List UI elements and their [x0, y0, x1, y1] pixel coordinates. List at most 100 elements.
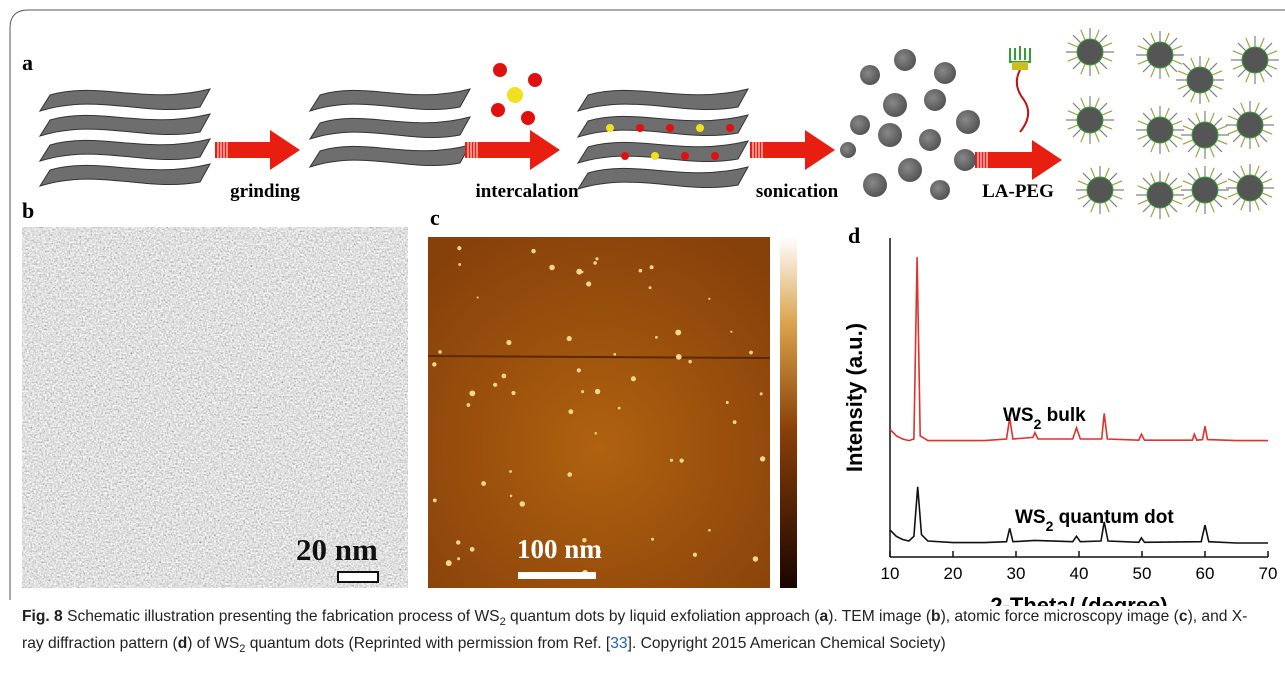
arrow — [465, 130, 560, 170]
intercalant — [621, 152, 629, 160]
afm-particle — [531, 249, 535, 253]
afm-particle — [733, 420, 737, 424]
sheet — [578, 141, 748, 163]
step-label: LA-PEG — [982, 181, 1054, 202]
peg-chain — [1017, 70, 1028, 132]
sheet — [310, 117, 470, 139]
coated-dot — [1237, 112, 1263, 138]
quantum-dot — [956, 110, 980, 134]
coated-dot — [1147, 42, 1173, 68]
caption-run: c — [1179, 608, 1188, 625]
caption-run: b — [931, 608, 941, 625]
arrow — [215, 130, 300, 170]
afm-particle — [726, 401, 729, 404]
afm-particle — [567, 336, 572, 341]
x-tick-label: 50 — [1133, 564, 1152, 583]
afm-particle — [595, 389, 600, 394]
afm-particle — [446, 560, 452, 566]
caption-run: Fig. 8 — [22, 608, 63, 625]
afm-particle — [670, 459, 673, 462]
panel-a: grindingintercalationsonicationLA-PEG — [40, 28, 1279, 219]
afm-particle — [753, 556, 758, 561]
coated-dot — [1187, 67, 1213, 93]
afm-particle — [433, 499, 437, 503]
sheet — [578, 115, 748, 137]
scale-bar — [338, 572, 378, 582]
arrow — [750, 130, 835, 170]
step-label: intercalation — [475, 181, 579, 202]
afm-particle — [506, 340, 511, 345]
afm-particle — [576, 269, 582, 275]
curve-label-part: quantum dot — [1053, 507, 1174, 528]
x-tick-label: 70 — [1259, 564, 1278, 583]
quantum-dot — [840, 142, 856, 158]
afm-particle — [457, 246, 461, 250]
afm-particle — [470, 547, 475, 552]
afm-particle — [708, 529, 711, 532]
molecule-arm — [521, 111, 535, 125]
afm-particle — [730, 331, 732, 333]
caption-run: Schematic illustration presenting the fa… — [63, 608, 500, 625]
molecule-arm — [491, 103, 505, 117]
x-tick-label: 30 — [1007, 564, 1026, 583]
quantum-dot — [863, 173, 887, 197]
sheet — [578, 167, 748, 189]
intercalant — [681, 152, 689, 160]
afm-particle — [631, 376, 636, 381]
color-bar — [780, 237, 797, 588]
panel-label: d — [848, 223, 860, 248]
page: grindingintercalationsonicationLA-PEG a … — [0, 0, 1285, 689]
afm-particle — [650, 265, 654, 269]
coated-dot — [1192, 177, 1218, 203]
sheet — [40, 164, 210, 186]
molecule-core — [507, 87, 523, 103]
caption-run: ), atomic force microscopy image ( — [941, 608, 1179, 625]
quantum-dot — [934, 62, 956, 84]
quantum-dot — [883, 93, 907, 117]
quantum-dot — [930, 180, 950, 200]
afm-particle — [493, 383, 497, 387]
figure-caption: Fig. 8 Schematic illustration presenting… — [22, 606, 1252, 660]
coated-dot — [1147, 117, 1173, 143]
afm-particle — [688, 360, 691, 363]
peg-head — [1010, 46, 1030, 62]
afm-particle — [458, 263, 461, 266]
afm-particle — [618, 407, 621, 410]
coated-dot — [1077, 107, 1103, 133]
x-axis-label: 2-Theta/ (degree) — [990, 593, 1167, 606]
intercalant — [666, 124, 674, 132]
curve-label: WS2 quantum dot — [1015, 507, 1174, 534]
afm-particle — [501, 374, 506, 379]
afm-particle — [438, 350, 441, 353]
coated-dot — [1237, 175, 1263, 201]
curve-label-part: 2 — [1046, 518, 1054, 534]
afm-particle — [581, 390, 584, 393]
caption-run[interactable]: 33 — [610, 635, 627, 652]
scale-bar-label: 100 nm — [517, 534, 602, 564]
afm-particle — [593, 261, 596, 264]
sheet — [310, 89, 470, 111]
sheet — [578, 89, 748, 111]
afm-particle — [680, 459, 684, 463]
afm-particle — [613, 353, 616, 356]
afm-particle — [568, 409, 573, 414]
afm-particle — [676, 354, 682, 360]
afm-particle — [469, 390, 475, 396]
afm-particle — [467, 403, 471, 407]
quantum-dot — [954, 149, 976, 171]
x-tick-label: 20 — [944, 564, 963, 583]
afm-particle — [595, 432, 597, 434]
intercalant — [651, 152, 659, 160]
panel-label: b — [22, 198, 34, 223]
afm-particle — [577, 368, 581, 372]
afm-particle — [693, 553, 697, 557]
x-tick-label: 40 — [1070, 564, 1089, 583]
afm-particle — [549, 265, 555, 271]
afm-particle — [749, 351, 753, 355]
caption-run: a — [820, 608, 829, 625]
afm-particle — [509, 470, 512, 473]
panel-label: c — [430, 205, 440, 230]
molecule-arm — [493, 63, 507, 77]
intercalant — [711, 152, 719, 160]
